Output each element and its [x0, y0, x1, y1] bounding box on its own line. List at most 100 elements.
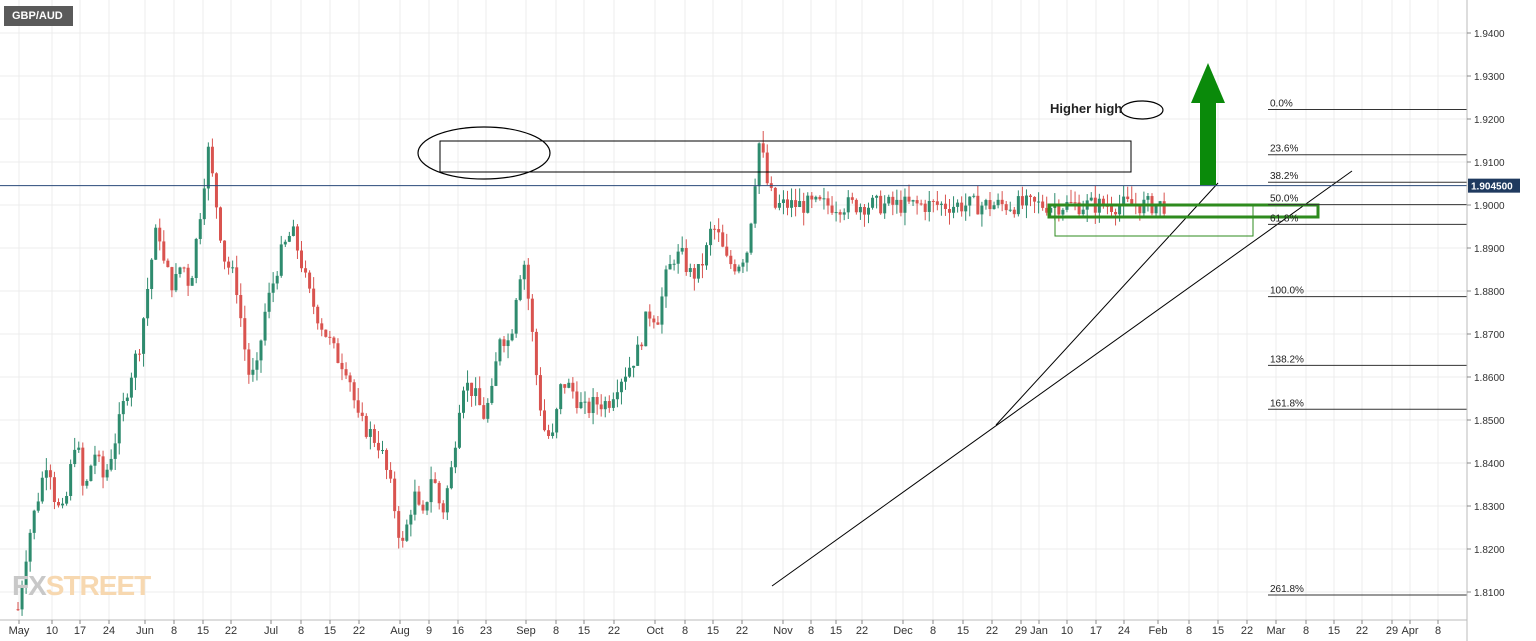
candle-down — [773, 187, 777, 208]
candle-down — [684, 247, 688, 273]
trendline-upper — [995, 182, 1219, 426]
fib-label: 50.0% — [1270, 194, 1298, 205]
candle-up — [146, 288, 150, 319]
candle-up — [749, 223, 753, 253]
candle-down — [648, 311, 652, 319]
candle-up — [705, 245, 708, 266]
time-tick-label: Jul — [264, 625, 278, 637]
candle-up — [867, 207, 870, 215]
candle-up — [474, 388, 478, 396]
time-tick-label: 15 — [830, 625, 842, 637]
price-tick-label: 1.8500 — [1474, 416, 1505, 427]
candle-up — [551, 432, 555, 437]
candle-down — [16, 609, 20, 611]
time-tick-label: 8 — [298, 625, 304, 637]
candle-down — [1126, 196, 1130, 200]
candle-up — [939, 203, 943, 205]
time-tick-label: 10 — [1061, 625, 1073, 637]
candle-down — [543, 410, 546, 431]
candle-down — [344, 369, 348, 376]
candle-down — [389, 469, 393, 479]
candle-down — [336, 343, 340, 363]
candle-up — [490, 385, 494, 403]
candle-down — [332, 337, 336, 344]
price-tick-label: 1.8700 — [1474, 330, 1505, 341]
candle-down — [943, 203, 947, 210]
time-tick-label: Jan — [1030, 625, 1048, 637]
candle-up — [283, 241, 287, 245]
candle-down — [765, 152, 769, 184]
candle-up — [737, 266, 741, 272]
time-tick-label: Apr — [1401, 625, 1418, 637]
candle-down — [320, 323, 324, 330]
candle-down — [138, 353, 141, 355]
candle-up — [676, 251, 680, 264]
candle-down — [575, 391, 579, 409]
candle-down — [214, 173, 218, 208]
candle-down — [810, 195, 814, 200]
candle-up — [1122, 196, 1126, 206]
candle-down — [1138, 205, 1142, 214]
candle-up — [449, 467, 453, 489]
time-tick-label: 8 — [930, 625, 936, 637]
time-tick-label: 29 — [1015, 625, 1027, 637]
candle-up — [498, 339, 502, 362]
candle-down — [850, 197, 854, 200]
candle-up — [194, 238, 198, 279]
candle-up — [668, 264, 672, 270]
candle-up — [895, 199, 899, 205]
candle-down — [802, 201, 806, 213]
candle-up — [85, 480, 89, 486]
candle-down — [227, 261, 231, 268]
time-tick-label: 22 — [225, 625, 237, 637]
candle-down — [182, 267, 186, 269]
candle-down — [166, 260, 170, 268]
candle-down — [401, 537, 405, 541]
candle-up — [206, 146, 210, 189]
candle-up — [781, 199, 785, 203]
chart-annotations: Higher high — [0, 63, 1467, 587]
candle-up — [522, 264, 526, 280]
time-tick-label: Aug — [390, 625, 410, 637]
current-price-label: 1.904500 — [1471, 182, 1513, 193]
candle-down — [48, 470, 52, 478]
candle-up — [1024, 195, 1028, 206]
candle-up — [688, 268, 692, 273]
candle-down — [470, 382, 474, 396]
candle-down — [1073, 202, 1077, 204]
candle-down — [433, 479, 437, 483]
candle-down — [364, 415, 368, 437]
candle-up — [567, 382, 571, 388]
candle-up — [777, 202, 781, 208]
candle-down — [717, 229, 721, 233]
fxstreet-watermark: FXSTREET — [12, 570, 151, 601]
candle-down — [1114, 211, 1118, 215]
candle-up — [984, 200, 988, 206]
candle-up — [279, 244, 283, 276]
time-tick-label: Dec — [893, 625, 913, 637]
candle-up — [231, 267, 235, 269]
candle-down — [243, 318, 247, 350]
candle-down — [348, 375, 352, 383]
candle-down — [393, 478, 397, 512]
time-tick-label: Nov — [773, 625, 793, 637]
candle-up — [40, 477, 44, 502]
candle-down — [502, 339, 506, 347]
time-tick-label: 8 — [808, 625, 814, 637]
candle-down — [385, 450, 389, 470]
candle-up — [632, 365, 636, 368]
candle-up — [117, 414, 121, 444]
higher-high-label: Higher high — [1050, 101, 1122, 116]
candle-down — [595, 397, 599, 405]
candle-up — [36, 501, 40, 511]
candle-down — [324, 329, 328, 337]
time-tick-label: 29 — [1386, 625, 1398, 637]
candle-up — [956, 202, 960, 207]
candle-down — [988, 200, 992, 210]
time-tick-label: 17 — [1090, 625, 1102, 637]
candle-down — [295, 226, 299, 251]
candle-down — [1000, 199, 1004, 205]
candle-up — [1158, 201, 1162, 205]
candle-down — [838, 212, 842, 215]
